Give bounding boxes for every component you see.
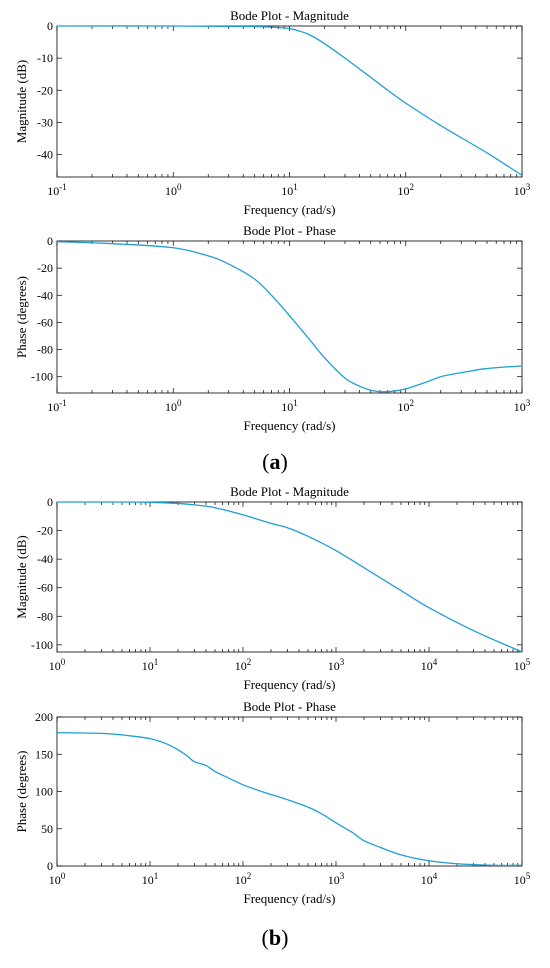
label-close: ) bbox=[280, 449, 288, 474]
x-tick-label: 103 bbox=[514, 398, 531, 414]
x-tick-label: 102 bbox=[398, 182, 415, 198]
x-tick-label: 100 bbox=[165, 398, 182, 414]
x-tick-label: 102 bbox=[235, 871, 252, 887]
y-tick-label: 0 bbox=[47, 234, 53, 248]
y-tick-label: -40 bbox=[37, 288, 53, 302]
chart-title: Bode Plot - Phase bbox=[243, 699, 336, 714]
label-letter: a bbox=[269, 449, 281, 474]
x-axis-label: Frequency (rad/s) bbox=[243, 677, 335, 692]
plot-frame bbox=[56, 25, 523, 178]
y-tick-label: -20 bbox=[37, 524, 53, 538]
series-line bbox=[56, 501, 523, 653]
y-tick-label: 100 bbox=[35, 785, 53, 799]
x-tick-label: 103 bbox=[328, 657, 345, 673]
y-tick-label: -80 bbox=[37, 609, 53, 623]
x-tick-label: 100 bbox=[165, 182, 182, 198]
y-tick-label: -80 bbox=[37, 343, 53, 357]
y-tick-label: 150 bbox=[35, 747, 53, 761]
plot-frame bbox=[56, 240, 523, 394]
panel-label-a: (a) bbox=[0, 451, 550, 473]
x-tick-label: 103 bbox=[514, 182, 531, 198]
x-tick-label: 103 bbox=[328, 871, 345, 887]
y-tick-label: 0 bbox=[47, 19, 53, 33]
y-tick-label: -100 bbox=[31, 638, 53, 652]
x-tick-label: 101 bbox=[281, 398, 298, 414]
x-tick-label: 104 bbox=[421, 657, 438, 673]
chart-title: Bode Plot - Magnitude bbox=[230, 8, 349, 23]
y-tick-label: -40 bbox=[37, 552, 53, 566]
y-axis-label: Magnitude (dB) bbox=[14, 535, 29, 618]
y-axis-label: Phase (degrees) bbox=[14, 276, 29, 358]
series-line bbox=[56, 731, 523, 867]
label-open: ( bbox=[262, 449, 270, 474]
x-tick-label: 100 bbox=[49, 871, 66, 887]
x-axis-label: Frequency (rad/s) bbox=[243, 202, 335, 217]
chart-title: Bode Plot - Phase bbox=[243, 223, 336, 238]
y-tick-label: -20 bbox=[37, 83, 53, 97]
series-line bbox=[56, 241, 523, 393]
y-tick-label: 50 bbox=[41, 822, 53, 836]
y-tick-label: 0 bbox=[47, 859, 53, 873]
y-tick-label: -60 bbox=[37, 315, 53, 329]
x-tick-label: 100 bbox=[49, 657, 66, 673]
y-axis-label: Phase (degrees) bbox=[14, 751, 29, 833]
y-tick-label: -60 bbox=[37, 581, 53, 595]
x-tick-label: 105 bbox=[514, 657, 531, 673]
x-tick-label: 10-1 bbox=[47, 182, 67, 198]
chart-title: Bode Plot - Magnitude bbox=[230, 484, 349, 499]
y-tick-label: 0 bbox=[47, 495, 53, 509]
y-tick-label: -30 bbox=[37, 115, 53, 129]
x-tick-label: 105 bbox=[514, 871, 531, 887]
x-tick-label: 102 bbox=[398, 398, 415, 414]
y-tick-label: -10 bbox=[37, 51, 53, 65]
series-line bbox=[56, 25, 523, 176]
panel-label-b: (b) bbox=[0, 927, 550, 949]
y-tick-label: -20 bbox=[37, 261, 53, 275]
y-tick-label: -100 bbox=[31, 370, 53, 384]
label-close: ) bbox=[281, 925, 289, 950]
y-axis-label: Magnitude (dB) bbox=[14, 60, 29, 143]
x-axis-label: Frequency (rad/s) bbox=[243, 891, 335, 906]
plot-frame bbox=[56, 501, 523, 653]
x-tick-label: 101 bbox=[281, 182, 298, 198]
y-tick-label: -40 bbox=[37, 148, 53, 162]
x-tick-label: 101 bbox=[142, 657, 159, 673]
y-tick-label: 200 bbox=[35, 710, 53, 724]
label-letter: b bbox=[268, 925, 282, 950]
x-tick-label: 10-1 bbox=[47, 398, 67, 414]
plot-frame bbox=[56, 716, 523, 867]
x-axis-label: Frequency (rad/s) bbox=[243, 418, 335, 433]
x-tick-label: 104 bbox=[421, 871, 438, 887]
x-tick-label: 102 bbox=[235, 657, 252, 673]
label-open: ( bbox=[261, 925, 269, 950]
x-tick-label: 101 bbox=[142, 871, 159, 887]
